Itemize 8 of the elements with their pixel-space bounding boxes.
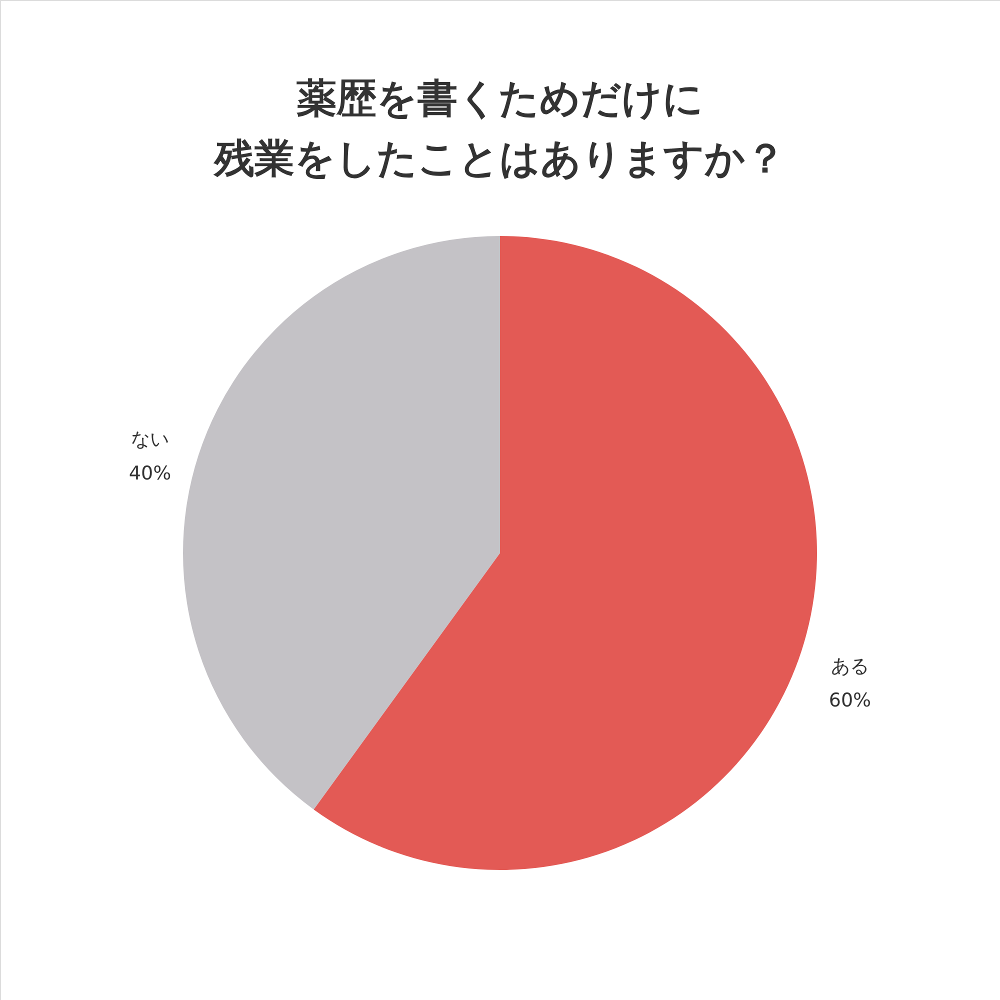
text: 薬歴を書くためだけに xyxy=(296,76,704,122)
slice-label: ない xyxy=(131,428,170,450)
data-label: 40% xyxy=(128,462,172,484)
pie-slice xyxy=(184,236,500,810)
slice-label: ある xyxy=(830,656,869,678)
text: 残業をしたことはありますか？ xyxy=(214,136,786,182)
pie-slice xyxy=(314,236,817,870)
data-label: 60% xyxy=(828,690,872,712)
